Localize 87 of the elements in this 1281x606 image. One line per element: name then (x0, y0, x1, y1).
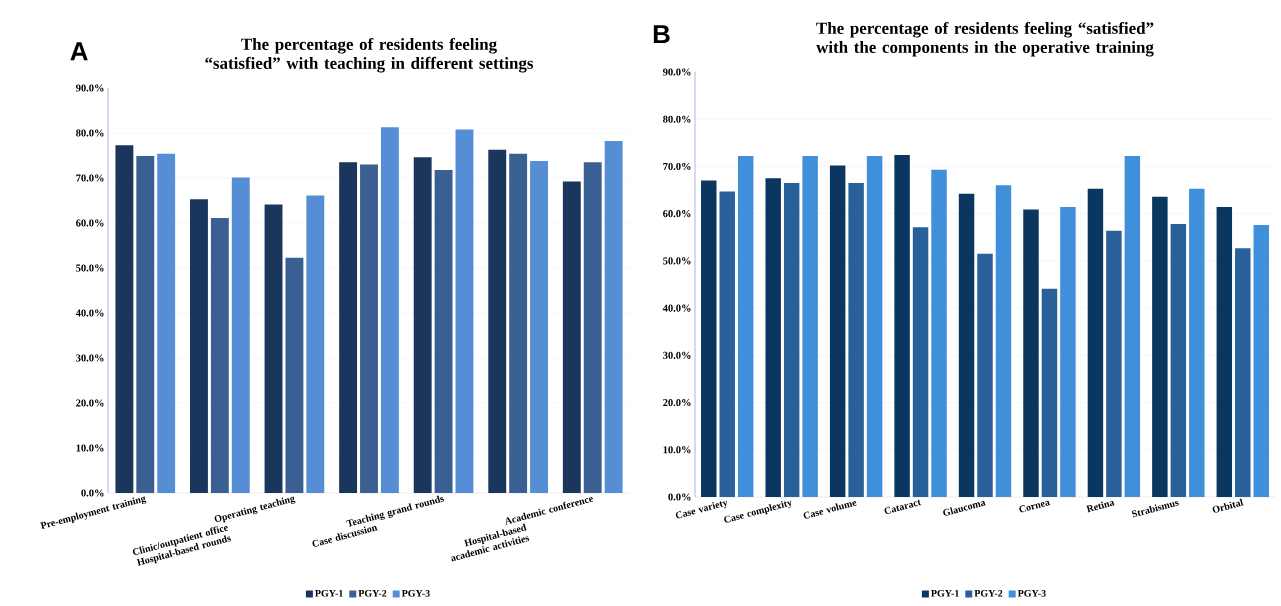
legend-label: PGY-3 (1017, 589, 1046, 597)
bar (562, 181, 581, 493)
bar (1060, 207, 1076, 497)
bar (231, 177, 250, 493)
bar (1124, 156, 1141, 497)
bar (115, 145, 134, 493)
y-tick-label: 90.0% (75, 84, 104, 92)
bar (157, 153, 176, 493)
bar (339, 162, 358, 493)
y-tick-label: 20.0% (76, 399, 104, 407)
bar (701, 180, 717, 497)
bar (958, 193, 975, 497)
legend-label: PGY-1 (931, 589, 959, 597)
bar (737, 156, 754, 497)
bar (1170, 224, 1187, 497)
bar (190, 199, 208, 493)
bar (413, 157, 432, 493)
x-tick-label: Cornea (1019, 500, 1051, 513)
x-tick-label: Retina (1086, 501, 1115, 513)
bar (1253, 225, 1269, 497)
x-tick-label: Cataract (884, 499, 922, 514)
legend-label: PGY-2 (358, 589, 387, 597)
legend-label: PGY-1 (315, 589, 343, 597)
y-tick-label: 60.0% (76, 219, 104, 227)
bar (1235, 248, 1251, 497)
x-tick-label: Academic conference (505, 497, 594, 525)
bar (977, 253, 993, 497)
bar (136, 155, 155, 493)
bar (848, 182, 864, 497)
bar (210, 218, 229, 493)
bar (931, 169, 947, 497)
bar (1216, 207, 1233, 497)
y-tick-label: 10.0% (76, 444, 104, 452)
bar (264, 204, 283, 493)
bar (1023, 209, 1039, 497)
text: A (70, 42, 88, 61)
bar (306, 195, 325, 493)
bar (455, 129, 474, 493)
y-tick-label: 30.0% (663, 351, 691, 359)
legend-label: PGY-3 (401, 589, 430, 597)
bar (995, 185, 1012, 497)
bar (1106, 230, 1122, 497)
text: B (653, 25, 670, 43)
bar (1152, 196, 1168, 497)
y-tick-label: 70.0% (76, 174, 104, 182)
y-tick-label: 90.0% (663, 68, 691, 76)
x-tick-label: Case discussion (312, 525, 378, 547)
x-tick-label: Glaucoma (943, 501, 986, 516)
x-tick-label: Case volume (803, 501, 857, 519)
bar (894, 155, 910, 497)
bar (1189, 188, 1205, 497)
bar (530, 160, 548, 493)
chart-title: The percentage of residents feeling “satisfied” with the components in the operative training (816, 21, 1154, 57)
bar (829, 165, 846, 497)
bar (380, 127, 399, 493)
bar (1087, 188, 1104, 497)
x-tick-label: Teaching grand rounds (346, 495, 444, 527)
bar (1041, 288, 1058, 497)
bar (765, 178, 781, 497)
y-tick-label: 50.0% (663, 257, 691, 265)
bar (912, 227, 929, 497)
bar (360, 164, 378, 493)
bar (802, 156, 818, 497)
y-tick-label: 50.0% (76, 264, 104, 272)
chart-title: The percentage of residents feeling “satisfied” with teaching in different settings (205, 37, 534, 73)
x-tick-label: Orbital (1212, 498, 1244, 513)
y-tick-label: 0.0% (81, 489, 104, 497)
bar (604, 141, 623, 493)
bar (866, 156, 883, 497)
bar (285, 257, 304, 493)
y-tick-label: 10.0% (663, 446, 691, 454)
bar (783, 182, 800, 497)
y-tick-label: 80.0% (76, 129, 104, 137)
y-tick-label: 30.0% (76, 354, 104, 362)
bar (434, 169, 453, 493)
bar (583, 162, 602, 493)
bar (719, 191, 735, 497)
y-tick-label: 40.0% (662, 304, 691, 312)
legend-label: PGY-2 (974, 589, 1003, 597)
y-tick-label: 70.0% (663, 162, 691, 170)
bar (488, 149, 507, 493)
y-tick-label: 40.0% (75, 309, 104, 317)
y-tick-label: 60.0% (663, 210, 691, 218)
y-tick-label: 20.0% (663, 399, 691, 407)
bar (509, 153, 528, 493)
y-tick-label: 0.0% (668, 493, 691, 501)
y-tick-label: 80.0% (663, 115, 691, 123)
